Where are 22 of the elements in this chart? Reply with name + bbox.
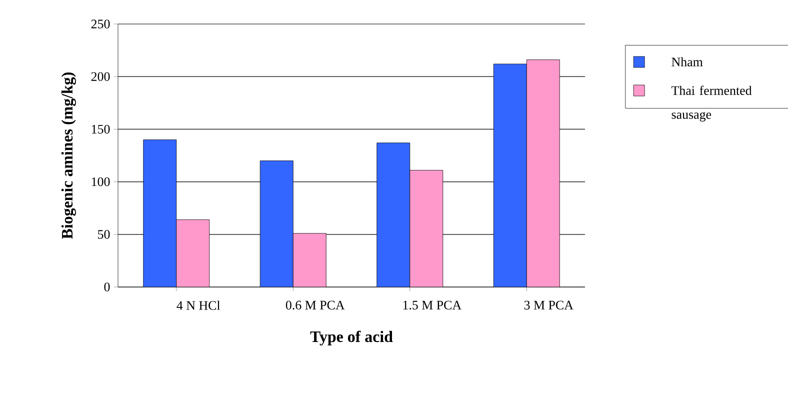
- text: Thai fermented sausage: [672, 86, 752, 122]
- x-axis-title: Type of acid: [310, 330, 393, 346]
- y-tick-label: 150: [92, 124, 110, 134]
- y-tick-label: 0: [104, 282, 110, 292]
- bar: [260, 160, 294, 287]
- legend-label: Nham: [672, 57, 703, 66]
- bar: [493, 64, 527, 287]
- y-axis-title: Biogenic amines (mg/kg): [61, 72, 76, 239]
- bar: [526, 60, 560, 287]
- y-tick-label: 100: [92, 177, 110, 186]
- y-tick-label: 250: [91, 20, 110, 28]
- x-tick-label: 0.6 M PCA: [286, 300, 345, 310]
- y-tick-label: 50: [98, 230, 110, 239]
- y-tick-label: 200: [91, 72, 110, 81]
- bar: [292, 233, 326, 287]
- bar: [176, 219, 210, 287]
- bar: [410, 170, 444, 287]
- x-tick-label: 1.5 M PCA: [403, 300, 462, 310]
- bar: [143, 140, 177, 287]
- x-tick-label: 4 N HCl: [176, 300, 220, 310]
- bar: [376, 142, 410, 287]
- x-tick-label: 3 M PCA: [524, 300, 574, 310]
